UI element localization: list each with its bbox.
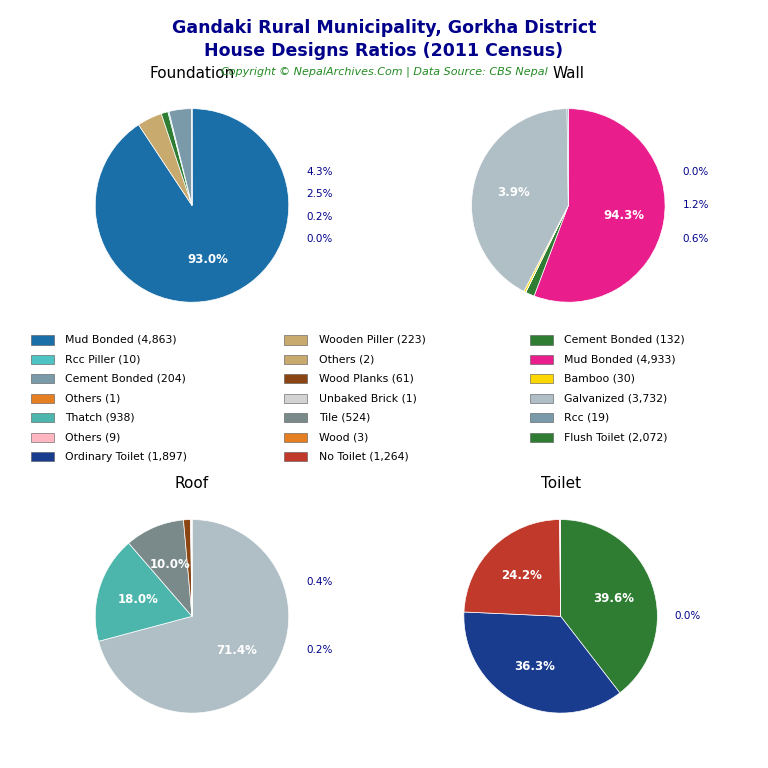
Wedge shape	[168, 111, 192, 206]
Text: 94.3%: 94.3%	[603, 209, 644, 222]
Text: 0.0%: 0.0%	[675, 611, 701, 621]
Text: Rcc (19): Rcc (19)	[564, 413, 610, 423]
Wedge shape	[95, 543, 192, 641]
Text: Others (2): Others (2)	[319, 355, 374, 365]
Bar	[31, 413, 54, 422]
Text: 0.0%: 0.0%	[306, 234, 333, 244]
Wedge shape	[98, 519, 289, 713]
Text: Tile (524): Tile (524)	[319, 413, 370, 423]
Text: Galvanized (3,732): Galvanized (3,732)	[564, 393, 667, 403]
Bar	[31, 375, 54, 383]
Wedge shape	[129, 520, 192, 616]
Text: 36.3%: 36.3%	[515, 660, 555, 673]
Wedge shape	[95, 109, 289, 302]
Bar	[31, 394, 54, 403]
Text: Flush Toilet (2,072): Flush Toilet (2,072)	[564, 432, 668, 442]
Wedge shape	[169, 109, 192, 206]
Bar	[284, 452, 307, 462]
Wedge shape	[472, 109, 568, 291]
Bar	[284, 355, 307, 364]
Text: Wood (3): Wood (3)	[319, 432, 368, 442]
Title: Wall: Wall	[552, 65, 584, 81]
Text: 39.6%: 39.6%	[593, 591, 634, 604]
Text: 0.6%: 0.6%	[683, 234, 709, 244]
Text: 2.5%: 2.5%	[306, 189, 333, 199]
Text: Others (9): Others (9)	[65, 432, 121, 442]
Text: Cement Bonded (204): Cement Bonded (204)	[65, 374, 186, 384]
Text: 24.2%: 24.2%	[502, 569, 542, 582]
Bar	[31, 433, 54, 442]
Text: 0.2%: 0.2%	[306, 212, 333, 222]
Wedge shape	[161, 111, 192, 206]
Text: 4.3%: 4.3%	[306, 167, 333, 177]
Title: Roof: Roof	[175, 476, 209, 492]
Text: 1.2%: 1.2%	[683, 200, 709, 210]
Wedge shape	[184, 520, 192, 616]
Wedge shape	[525, 206, 568, 293]
Bar	[284, 433, 307, 442]
Bar	[530, 355, 553, 364]
Text: Cement Bonded (132): Cement Bonded (132)	[564, 335, 685, 345]
Bar	[530, 336, 553, 345]
Wedge shape	[524, 206, 568, 293]
Text: Bamboo (30): Bamboo (30)	[564, 374, 635, 384]
Text: Ordinary Toilet (1,897): Ordinary Toilet (1,897)	[65, 452, 187, 462]
Bar	[284, 394, 307, 403]
Wedge shape	[526, 206, 568, 296]
Text: Copyright © NepalArchives.Com | Data Source: CBS Nepal: Copyright © NepalArchives.Com | Data Sou…	[220, 67, 548, 78]
Text: 0.2%: 0.2%	[306, 645, 333, 655]
Bar	[31, 336, 54, 345]
Text: Unbaked Brick (1): Unbaked Brick (1)	[319, 393, 416, 403]
Text: 3.9%: 3.9%	[498, 186, 530, 199]
Text: Gandaki Rural Municipality, Gorkha District: Gandaki Rural Municipality, Gorkha Distr…	[172, 19, 596, 37]
Wedge shape	[464, 520, 561, 616]
Wedge shape	[560, 519, 561, 616]
Text: 0.4%: 0.4%	[306, 578, 333, 588]
Text: 10.0%: 10.0%	[150, 558, 190, 571]
Wedge shape	[567, 109, 568, 206]
Bar	[31, 355, 54, 364]
Title: Foundation: Foundation	[149, 65, 235, 81]
Bar	[530, 433, 553, 442]
Wedge shape	[464, 612, 620, 713]
Title: Toilet: Toilet	[541, 476, 581, 492]
Bar	[284, 336, 307, 345]
Text: Wood Planks (61): Wood Planks (61)	[319, 374, 414, 384]
Bar	[530, 375, 553, 383]
Text: 0.0%: 0.0%	[683, 167, 709, 177]
Text: Wooden Piller (223): Wooden Piller (223)	[319, 335, 425, 345]
Text: Mud Bonded (4,863): Mud Bonded (4,863)	[65, 335, 177, 345]
Text: Rcc Piller (10): Rcc Piller (10)	[65, 355, 141, 365]
Text: Thatch (938): Thatch (938)	[65, 413, 135, 423]
Bar	[530, 394, 553, 403]
Text: Others (1): Others (1)	[65, 393, 121, 403]
Bar	[31, 452, 54, 462]
Text: 18.0%: 18.0%	[118, 594, 159, 606]
Bar	[530, 413, 553, 422]
Bar	[284, 375, 307, 383]
Text: Mud Bonded (4,933): Mud Bonded (4,933)	[564, 355, 676, 365]
Text: 71.4%: 71.4%	[216, 644, 257, 657]
Bar	[284, 413, 307, 422]
Text: No Toilet (1,264): No Toilet (1,264)	[319, 452, 409, 462]
Wedge shape	[138, 114, 192, 206]
Text: 93.0%: 93.0%	[187, 253, 229, 266]
Wedge shape	[561, 519, 657, 693]
Wedge shape	[190, 520, 192, 616]
Wedge shape	[534, 109, 665, 302]
Text: House Designs Ratios (2011 Census): House Designs Ratios (2011 Census)	[204, 42, 564, 60]
